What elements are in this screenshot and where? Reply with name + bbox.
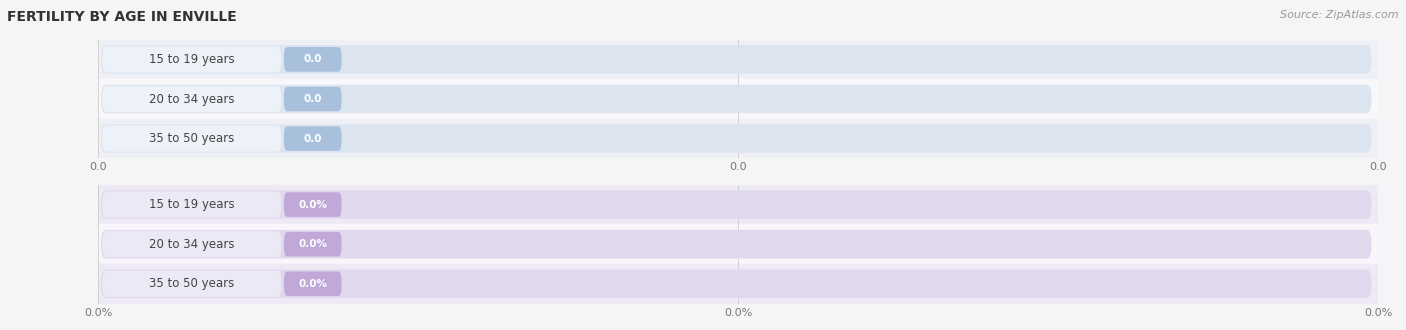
Text: Source: ZipAtlas.com: Source: ZipAtlas.com [1281,10,1399,20]
FancyBboxPatch shape [103,271,281,297]
FancyBboxPatch shape [284,272,342,296]
FancyBboxPatch shape [284,192,342,217]
FancyBboxPatch shape [284,232,342,256]
Text: 0.0%: 0.0% [298,200,328,210]
Text: 0.0: 0.0 [730,162,747,172]
FancyBboxPatch shape [103,46,281,73]
FancyBboxPatch shape [103,191,281,218]
Bar [98,40,1378,79]
Text: 0.0%: 0.0% [298,239,328,249]
FancyBboxPatch shape [284,126,342,151]
Bar [98,224,1378,264]
Text: 0.0%: 0.0% [1364,308,1392,317]
Bar [98,79,1378,119]
Text: 0.0: 0.0 [304,54,322,64]
FancyBboxPatch shape [101,45,1371,74]
FancyBboxPatch shape [103,86,281,112]
FancyBboxPatch shape [101,190,1371,219]
Bar [98,119,1378,158]
Text: 20 to 34 years: 20 to 34 years [149,92,235,106]
Text: 0.0: 0.0 [304,134,322,144]
FancyBboxPatch shape [101,270,1371,298]
Text: 20 to 34 years: 20 to 34 years [149,238,235,251]
Text: 0.0: 0.0 [304,94,322,104]
Bar [98,264,1378,304]
Text: 15 to 19 years: 15 to 19 years [149,198,235,211]
Text: 35 to 50 years: 35 to 50 years [149,132,235,145]
Text: FERTILITY BY AGE IN ENVILLE: FERTILITY BY AGE IN ENVILLE [7,10,236,24]
Text: 0.0: 0.0 [90,162,107,172]
Bar [98,185,1378,224]
FancyBboxPatch shape [103,231,281,257]
Text: 35 to 50 years: 35 to 50 years [149,277,235,290]
FancyBboxPatch shape [101,85,1371,113]
FancyBboxPatch shape [284,47,342,72]
FancyBboxPatch shape [101,230,1371,258]
FancyBboxPatch shape [101,124,1371,153]
Text: 0.0: 0.0 [1369,162,1386,172]
FancyBboxPatch shape [103,125,281,152]
Text: 0.0%: 0.0% [298,279,328,289]
Text: 0.0%: 0.0% [724,308,752,317]
FancyBboxPatch shape [284,87,342,111]
Text: 15 to 19 years: 15 to 19 years [149,53,235,66]
Text: 0.0%: 0.0% [84,308,112,317]
